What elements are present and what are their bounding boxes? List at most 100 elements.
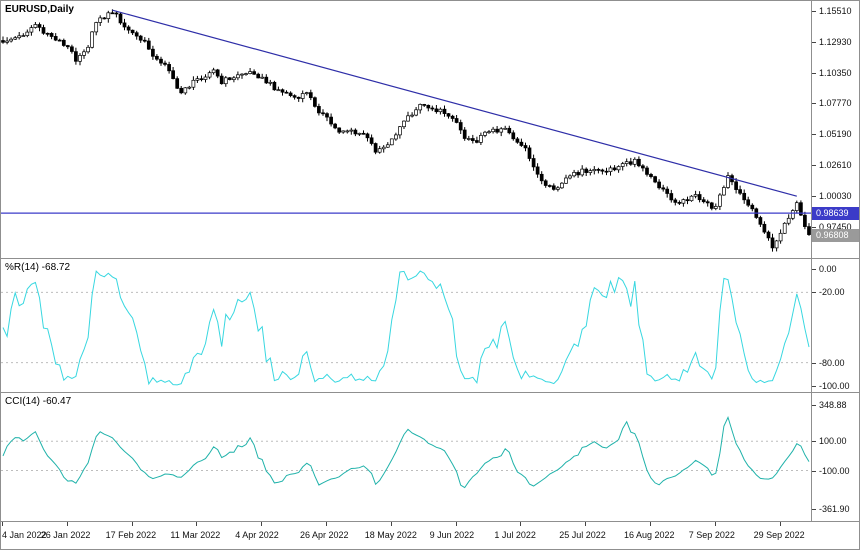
wpr-axis-tick-label: -100.00 — [819, 381, 850, 391]
candle-body — [572, 172, 576, 177]
candle-body — [462, 129, 467, 139]
time-axis-label: 29 Sep 2022 — [753, 530, 805, 540]
candle-body — [353, 129, 358, 135]
candle-body — [794, 202, 799, 211]
candle-body — [466, 138, 471, 140]
candle-body — [750, 204, 755, 210]
time-axis-tick — [390, 522, 392, 526]
candle-body — [394, 134, 398, 140]
candle-body — [426, 104, 431, 109]
candle-body — [33, 24, 38, 28]
time-axis[interactable]: 4 Jan 2022 26 Jan 2022 17 Feb 2022 11 Mar 2… — [1, 521, 859, 549]
candle-body — [649, 174, 653, 177]
time-axis-tick — [650, 522, 651, 526]
time-axis-label: 7 Sep 2022 — [688, 530, 735, 540]
cci-indicator-panel: CCI(14) -60.47 348.88 100.00 -100.00 -361.9… — [1, 392, 859, 521]
price-plot[interactable] — [1, 1, 811, 258]
descending-trendline[interactable] — [112, 9, 797, 197]
symbol-label: EURUSD,Daily — [5, 4, 74, 15]
candle-body — [126, 26, 131, 31]
candle-body — [556, 187, 560, 190]
time-axis-label: 26 Jan 2022 — [40, 530, 91, 540]
candle-body — [596, 169, 601, 171]
cci-plot[interactable] — [1, 393, 811, 521]
candle-body — [495, 128, 499, 133]
candle-body — [632, 158, 637, 165]
candle-body — [122, 22, 127, 28]
price-axis-tick-label: 0.97450 — [819, 222, 852, 233]
hline-price-badge[interactable]: 0.98639 — [812, 206, 859, 220]
time-axis-tick — [326, 522, 327, 526]
candle-body — [49, 33, 54, 37]
candle-body — [163, 62, 167, 65]
wpr-plot[interactable] — [1, 259, 811, 392]
candle-body — [61, 39, 66, 46]
candle-body — [653, 176, 657, 183]
candle-body — [580, 168, 585, 176]
time-axis-label: 25 Jul 2022 — [559, 530, 606, 540]
candle-body — [604, 170, 609, 173]
candle-body — [21, 35, 26, 37]
candle-body — [232, 77, 236, 80]
candle-body — [264, 76, 269, 84]
candle-body — [191, 79, 196, 88]
candle-body — [256, 73, 261, 79]
candle-body — [13, 37, 18, 40]
time-axis-tick — [714, 522, 716, 526]
price-axis: 0.98639 0.96808 1.15510 1.12930 1.10350 1.0… — [811, 1, 859, 258]
price-axis-tick — [812, 227, 816, 229]
candle-body — [620, 163, 625, 167]
candle-body — [252, 71, 256, 75]
price-axis-tick — [812, 134, 816, 136]
candle-body — [98, 17, 103, 23]
candle-body — [304, 92, 309, 94]
candle-body — [551, 185, 556, 190]
candle-body — [450, 115, 455, 119]
price-axis-tick-label: 1.02610 — [819, 160, 852, 171]
time-axis-tick — [261, 522, 263, 526]
candle-body — [470, 138, 475, 141]
candle-body — [385, 144, 390, 148]
cci-axis-tick — [812, 441, 816, 443]
candle-body — [94, 22, 99, 33]
candle-body — [357, 132, 362, 135]
cci-axis-tick-label: 100.00 — [819, 436, 847, 447]
candle-body — [142, 39, 147, 42]
candle-body — [195, 78, 200, 81]
wpr-axis-tick-label: 0.00 — [819, 264, 837, 274]
candle-body — [738, 189, 742, 194]
wpr-axis-tick-label: -20.00 — [819, 287, 845, 298]
candle-body — [211, 69, 216, 74]
candle-body — [705, 201, 710, 204]
candle-body — [483, 131, 487, 136]
candle-body — [503, 127, 508, 130]
time-axis-tick — [585, 522, 587, 526]
candle-body — [523, 145, 528, 149]
wpr-axis-tick — [812, 386, 816, 387]
time-axis-label: 4 Jan 2022 — [2, 530, 47, 540]
candle-body — [669, 193, 674, 201]
price-axis-tick — [812, 72, 816, 74]
candle-body — [657, 181, 661, 189]
candle-body — [790, 210, 795, 219]
candle-body — [300, 93, 305, 99]
candle-body — [689, 195, 694, 202]
price-axis-tick — [812, 41, 816, 43]
candle-body — [114, 12, 119, 15]
candle-body — [333, 123, 337, 129]
candle-body — [576, 172, 580, 176]
time-axis-tick — [66, 522, 68, 526]
candle-body — [722, 187, 726, 196]
candle-body — [681, 199, 686, 204]
candle-body — [564, 177, 568, 184]
candle-body — [442, 108, 447, 114]
time-axis-label: 11 Mar 2022 — [170, 530, 221, 540]
time-axis-label: 9 Jun 2022 — [429, 530, 475, 540]
candle-body — [134, 32, 139, 37]
candle-body — [539, 173, 544, 182]
candle-body — [807, 226, 811, 235]
candle-body — [106, 12, 111, 19]
candle-body — [458, 122, 463, 131]
candle-body — [65, 45, 70, 48]
cci-axis-tick-label: -100.00 — [819, 465, 850, 476]
